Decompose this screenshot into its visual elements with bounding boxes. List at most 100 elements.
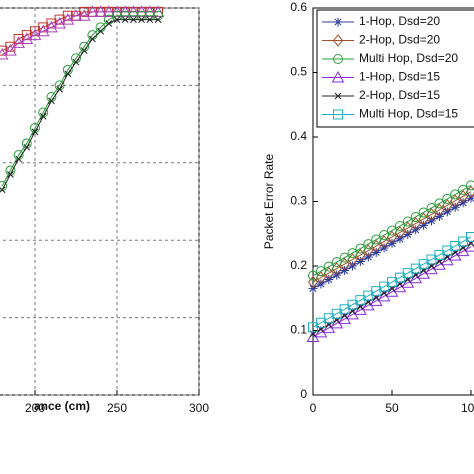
point: [332, 34, 344, 47]
point: [394, 221, 405, 232]
point: [130, 16, 137, 23]
point: [113, 16, 121, 23]
point: [379, 230, 390, 241]
point: [53, 16, 66, 29]
point: [458, 236, 469, 247]
point: [371, 247, 381, 257]
point: [458, 184, 469, 195]
point: [121, 16, 129, 23]
point: [363, 252, 373, 262]
point: [442, 207, 452, 217]
point: [48, 97, 55, 105]
point: [332, 270, 342, 280]
point: [102, 5, 116, 17]
point: [331, 308, 342, 319]
y-tick-label: 0.2: [290, 258, 307, 272]
x-tick-label: 300: [189, 401, 209, 415]
point: [138, 16, 145, 23]
point: [324, 275, 334, 285]
point: [466, 193, 474, 203]
point: [331, 257, 342, 268]
point: [45, 20, 58, 33]
point: [315, 317, 326, 328]
legend-label: 2-Hop, Dsd=20: [359, 33, 440, 47]
point: [151, 5, 165, 17]
y-axis-label: Packet Error Rate: [262, 153, 276, 249]
point: [69, 9, 83, 21]
point: [15, 155, 22, 163]
point: [105, 20, 113, 27]
point: [72, 58, 80, 66]
point: [0, 47, 9, 60]
x-tick-label: 100: [461, 401, 474, 415]
point: [371, 234, 382, 245]
point: [61, 13, 75, 25]
point: [348, 261, 357, 271]
point: [0, 186, 6, 194]
point: [64, 70, 72, 78]
point: [94, 5, 107, 17]
point: [110, 5, 124, 17]
point: [450, 202, 460, 212]
point: [323, 313, 334, 324]
point: [339, 304, 350, 315]
point: [418, 259, 429, 270]
point: [355, 295, 366, 306]
point: [394, 272, 405, 283]
y-tick-label: 0.4: [290, 129, 307, 143]
point: [135, 5, 148, 17]
point: [56, 85, 63, 93]
x-tick-label: 250: [107, 401, 127, 415]
point: [466, 231, 474, 242]
point: [12, 36, 25, 48]
point: [419, 220, 429, 230]
point: [402, 216, 413, 227]
point: [410, 263, 421, 274]
point: [450, 241, 461, 252]
series-line: [1, 15, 158, 187]
point: [97, 27, 104, 35]
point: [23, 143, 31, 151]
point: [20, 32, 34, 44]
point: [316, 279, 326, 289]
legend-label: 1-Hop, Dsd=20: [359, 14, 440, 28]
point: [7, 171, 14, 178]
point: [333, 109, 343, 120]
point: [118, 5, 132, 17]
point: [379, 281, 390, 292]
legend-label: 1-Hop, Dsd=15: [359, 70, 440, 84]
point: [355, 256, 365, 266]
point: [363, 239, 374, 250]
point: [333, 54, 343, 64]
point: [5, 41, 16, 52]
point: [410, 211, 421, 222]
point: [403, 229, 413, 239]
point: [458, 198, 468, 208]
series-line: [1, 19, 158, 191]
point: [307, 275, 319, 289]
point: [339, 252, 350, 263]
point: [331, 70, 345, 83]
plot-area: [0, 7, 200, 396]
point: [323, 261, 334, 272]
point: [411, 225, 421, 235]
point: [28, 28, 42, 41]
point: [371, 286, 382, 297]
legend: [316, 9, 474, 128]
point: [39, 113, 47, 120]
point: [450, 189, 461, 200]
point: [379, 243, 389, 253]
point: [127, 5, 140, 17]
point: [143, 5, 157, 17]
x-axis-label: ance (cm): [34, 399, 90, 413]
x-tick-label: 200: [25, 401, 45, 415]
x-tick-label: 50: [385, 401, 399, 415]
point: [363, 290, 374, 301]
x-tick-label: 0: [310, 401, 317, 415]
point: [146, 16, 154, 23]
point: [418, 207, 429, 218]
point: [442, 193, 453, 204]
y-tick-label: 0.5: [290, 65, 307, 79]
point: [308, 284, 318, 294]
point: [387, 238, 397, 248]
